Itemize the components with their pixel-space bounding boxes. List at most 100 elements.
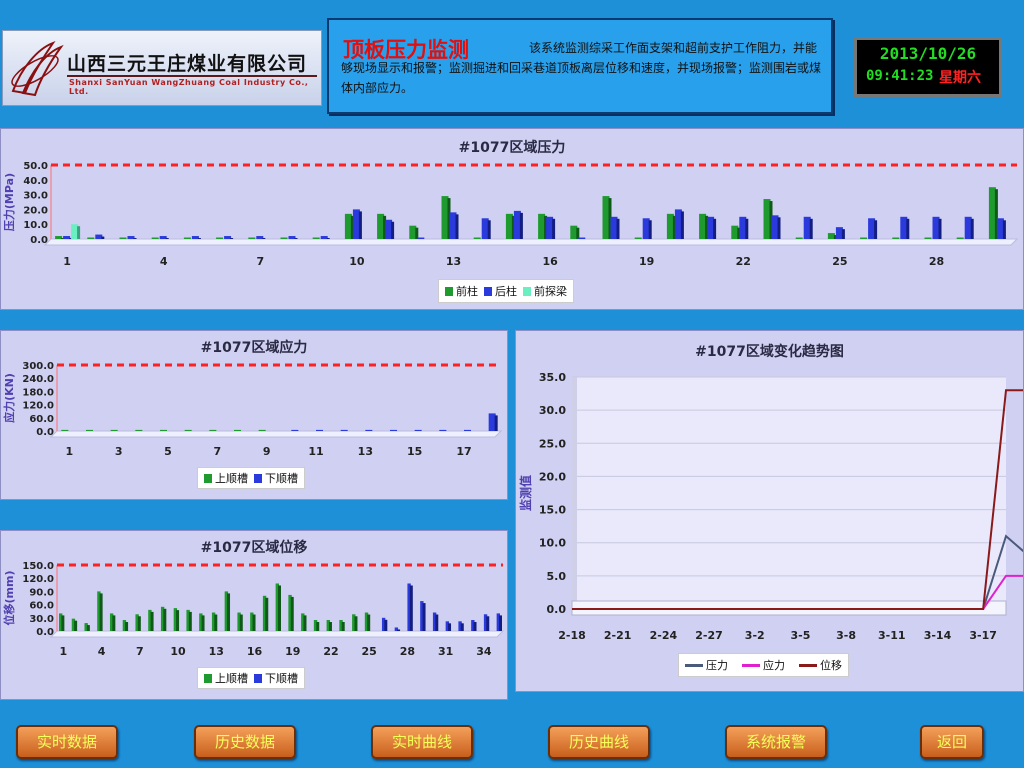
bar-side (86, 625, 90, 631)
bar-side (737, 227, 741, 239)
legend-label: 前柱 (456, 285, 478, 298)
legend-item-lower-roadway: 下顺槽 (254, 470, 298, 486)
bar (59, 613, 63, 631)
trend-legend: 压力 应力 位移 (678, 653, 849, 677)
logo-divider (67, 75, 317, 77)
x-tick-label: 13 (358, 445, 373, 458)
x-tick-label: 3 (115, 445, 123, 458)
y-tick-label: 15.0 (539, 504, 566, 517)
y-tick-label: 120.0 (22, 574, 54, 585)
legend-item-stress: 应力 (742, 657, 785, 673)
x-tick-label: 3-14 (924, 629, 952, 642)
displacement-chart: 0.0 30.0 60.0 90.0 120.0 150.0 位移(mm) 1 4 7 10 13 16… (2, 561, 505, 658)
bar (432, 612, 437, 631)
displacement-legend: 上顺槽 下顺槽 (197, 667, 305, 689)
plot-floor (49, 630, 505, 638)
x-tick-label: 28 (400, 645, 415, 658)
x-tick-label: 13 (209, 645, 224, 658)
bar (148, 609, 152, 631)
bar-side (511, 215, 515, 239)
bar (481, 218, 489, 239)
bar (199, 613, 203, 631)
bar (763, 199, 771, 239)
bar-side (608, 198, 612, 239)
bar (316, 429, 323, 431)
bar (505, 213, 513, 239)
bar-side (874, 220, 878, 239)
bar-side (74, 620, 78, 631)
bar (209, 429, 217, 431)
bar (86, 429, 93, 431)
bar (224, 236, 232, 239)
plot-floor (43, 238, 1019, 246)
y-axis-label: 监测值 (518, 475, 533, 511)
bar (84, 623, 88, 631)
bar-side (447, 198, 451, 239)
bar-side (150, 611, 154, 631)
bar (159, 236, 167, 239)
displacement-line (572, 389, 1023, 610)
x-tick-label: 1 (66, 445, 74, 458)
bar-side (176, 610, 180, 631)
x-tick-label: 9 (263, 445, 271, 458)
x-tick-label: 3-2 (745, 629, 765, 642)
y-axis-wall (572, 377, 577, 609)
bar (344, 213, 352, 239)
bar (211, 612, 216, 631)
bar-side (188, 611, 192, 631)
bar-side (576, 227, 580, 239)
x-tick-label: 3-5 (790, 629, 810, 642)
back-button[interactable]: 返回 (920, 725, 984, 759)
bar (602, 196, 610, 239)
bar-side (938, 218, 942, 239)
y-tick-label: 10.0 (539, 537, 566, 550)
bar (288, 594, 292, 631)
bar (473, 237, 481, 239)
bar-side (350, 215, 354, 239)
y-tick-label: 90.0 (29, 587, 54, 598)
bar (385, 219, 393, 239)
legend-item-pressure: 压力 (685, 657, 728, 673)
bar-side (125, 622, 129, 631)
system-alarm-button[interactable]: 系统报警 (725, 725, 827, 759)
bar (409, 225, 417, 239)
bar-side (672, 215, 676, 239)
bar-side (61, 615, 65, 631)
bar (365, 429, 373, 431)
bar (546, 216, 554, 239)
bar-side (137, 616, 141, 631)
bar-side (77, 226, 81, 239)
bar-side (99, 593, 103, 631)
chart-title: #1077区域压力 (458, 140, 566, 156)
bar-side (239, 614, 243, 631)
bar (61, 429, 69, 431)
page-title: 顶板压力监测 (343, 37, 469, 62)
bar-side (1002, 220, 1006, 239)
bar-side (769, 201, 773, 239)
legend-item-front-beam: 前探梁 (523, 283, 567, 299)
x-tick-label: 13 (446, 255, 461, 268)
legend-label: 位移 (820, 659, 842, 672)
y-axis-label: 压力(MPa) (2, 173, 16, 231)
bar (256, 236, 264, 239)
legend-label: 上顺槽 (215, 472, 248, 485)
y-tick-label: 20.0 (539, 470, 566, 483)
y-tick-label: 60.0 (29, 601, 54, 612)
bar-side (227, 593, 231, 631)
history-curve-button[interactable]: 历史曲线 (548, 725, 650, 759)
bar (394, 627, 399, 631)
y-tick-label: 0.0 (547, 603, 567, 616)
legend-item-upper-roadway: 上顺槽 (204, 670, 248, 686)
bar (449, 212, 457, 239)
legend-item-rear-column: 后柱 (484, 283, 517, 299)
company-name-en: Shanxi SanYuan WangZhuang Coal Industry … (69, 78, 309, 96)
bar-side (713, 218, 717, 239)
bar-side (230, 238, 234, 239)
history-data-button[interactable]: 历史数据 (194, 725, 296, 759)
x-tick-label: 3-17 (969, 629, 997, 642)
realtime-data-button[interactable]: 实时数据 (16, 725, 118, 759)
bar (900, 216, 908, 239)
realtime-curve-button[interactable]: 实时曲线 (371, 725, 473, 759)
y-axis-label: 应力(KN) (2, 373, 16, 423)
bar (390, 429, 397, 431)
